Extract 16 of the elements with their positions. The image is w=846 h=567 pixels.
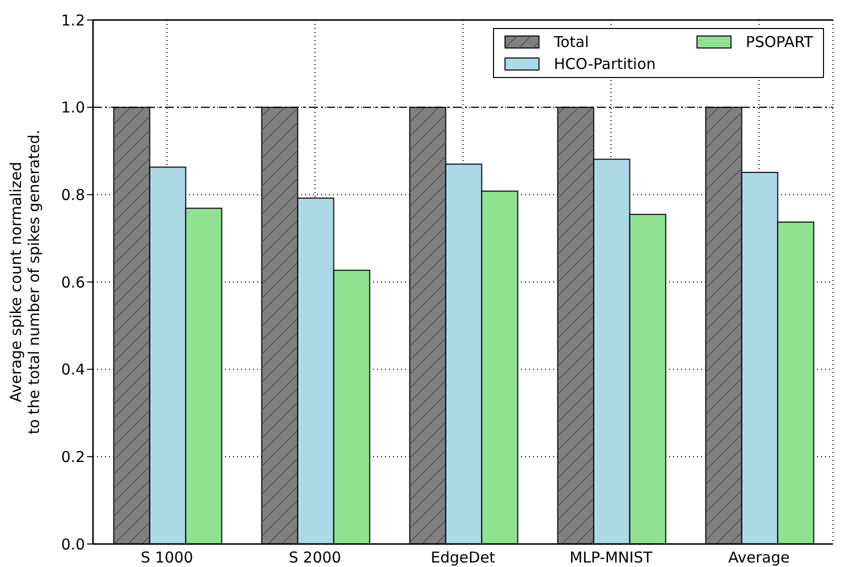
y-axis-title: Average spike count normalized to the total number of spikes generated.: [7, 130, 43, 434]
x-tick-label: S 1000: [140, 548, 194, 567]
legend-label: PSOPART: [746, 33, 813, 51]
x-tick-label: Average: [728, 548, 790, 567]
x-tick-label: EdgeDet: [430, 548, 496, 567]
y-tick-label: 0.6: [61, 273, 85, 292]
y-tick-label: 0.2: [61, 448, 85, 466]
x-tick-label: MLP-MNIST: [570, 548, 654, 567]
y-tick-label: 1.2: [61, 11, 85, 30]
y-tick-label: 1.0: [61, 98, 85, 117]
legend-label: Total: [554, 33, 589, 51]
x-tick-label: S 2000: [288, 548, 342, 567]
y-tick-label: 0.4: [61, 360, 85, 379]
legend-label: HCO-Partition: [554, 55, 656, 73]
y-tick-label: 0.8: [61, 186, 85, 204]
y-tick-label: 0.0: [61, 535, 85, 554]
